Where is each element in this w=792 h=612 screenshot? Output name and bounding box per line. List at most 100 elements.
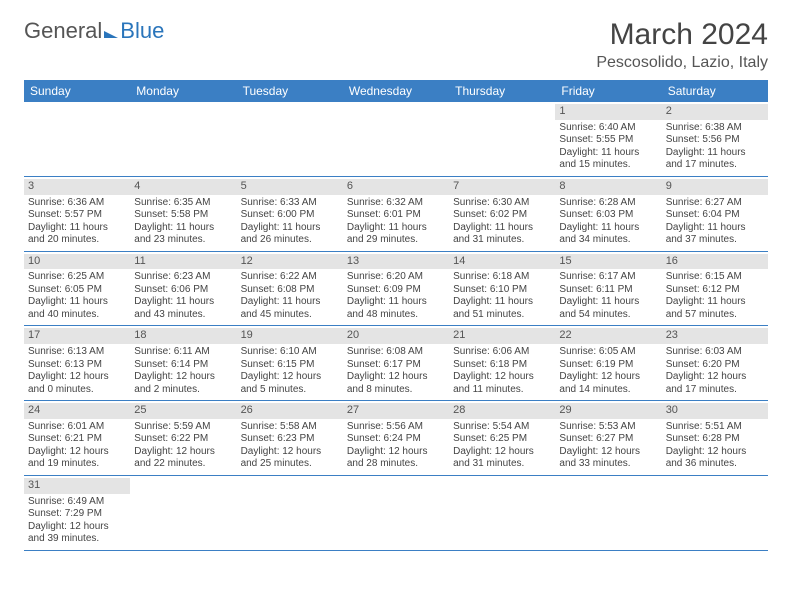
day-cell: 20Sunrise: 6:08 AMSunset: 6:17 PMDayligh… bbox=[343, 326, 449, 401]
empty-cell bbox=[343, 102, 449, 176]
daylight-line-1: Daylight: 11 hours bbox=[666, 222, 764, 235]
daylight-line-2: and 43 minutes. bbox=[134, 309, 232, 322]
daylight-line-2: and 54 minutes. bbox=[559, 309, 657, 322]
daylight-line-2: and 28 minutes. bbox=[347, 458, 445, 471]
empty-cell bbox=[24, 102, 130, 176]
sunrise-line: Sunrise: 6:30 AM bbox=[453, 197, 551, 210]
daylight-line-1: Daylight: 11 hours bbox=[666, 147, 764, 160]
day-number: 29 bbox=[555, 403, 661, 419]
daylight-line-2: and 34 minutes. bbox=[559, 234, 657, 247]
calendar-row: 10Sunrise: 6:25 AMSunset: 6:05 PMDayligh… bbox=[24, 251, 768, 326]
daylight-line-1: Daylight: 11 hours bbox=[134, 222, 232, 235]
sunset-line: Sunset: 6:08 PM bbox=[241, 284, 339, 297]
sunset-line: Sunset: 6:28 PM bbox=[666, 433, 764, 446]
day-cell: 8Sunrise: 6:28 AMSunset: 6:03 PMDaylight… bbox=[555, 176, 661, 251]
day-number: 25 bbox=[130, 403, 236, 419]
sunrise-line: Sunrise: 6:28 AM bbox=[559, 197, 657, 210]
empty-cell bbox=[449, 102, 555, 176]
day-number: 18 bbox=[130, 328, 236, 344]
day-cell: 11Sunrise: 6:23 AMSunset: 6:06 PMDayligh… bbox=[130, 251, 236, 326]
day-number: 16 bbox=[662, 254, 768, 270]
calendar-row: 24Sunrise: 6:01 AMSunset: 6:21 PMDayligh… bbox=[24, 401, 768, 476]
day-number: 5 bbox=[237, 179, 343, 195]
day-number: 19 bbox=[237, 328, 343, 344]
day-cell: 7Sunrise: 6:30 AMSunset: 6:02 PMDaylight… bbox=[449, 176, 555, 251]
empty-cell bbox=[130, 475, 236, 550]
day-number: 24 bbox=[24, 403, 130, 419]
calendar-row: 3Sunrise: 6:36 AMSunset: 5:57 PMDaylight… bbox=[24, 176, 768, 251]
sunrise-line: Sunrise: 6:20 AM bbox=[347, 271, 445, 284]
sunset-line: Sunset: 6:27 PM bbox=[559, 433, 657, 446]
daylight-line-1: Daylight: 11 hours bbox=[241, 296, 339, 309]
weekday-header: Wednesday bbox=[343, 80, 449, 102]
daylight-line-1: Daylight: 11 hours bbox=[666, 296, 764, 309]
day-cell: 12Sunrise: 6:22 AMSunset: 6:08 PMDayligh… bbox=[237, 251, 343, 326]
sunrise-line: Sunrise: 6:01 AM bbox=[28, 421, 126, 434]
daylight-line-2: and 26 minutes. bbox=[241, 234, 339, 247]
sunset-line: Sunset: 6:22 PM bbox=[134, 433, 232, 446]
daylight-line-1: Daylight: 12 hours bbox=[347, 446, 445, 459]
sunset-line: Sunset: 6:03 PM bbox=[559, 209, 657, 222]
day-cell: 28Sunrise: 5:54 AMSunset: 6:25 PMDayligh… bbox=[449, 401, 555, 476]
day-number: 21 bbox=[449, 328, 555, 344]
day-number: 2 bbox=[662, 104, 768, 120]
day-cell: 31Sunrise: 6:49 AMSunset: 7:29 PMDayligh… bbox=[24, 475, 130, 550]
day-cell: 26Sunrise: 5:58 AMSunset: 6:23 PMDayligh… bbox=[237, 401, 343, 476]
logo-text-blue: Blue bbox=[120, 18, 164, 44]
daylight-line-2: and 14 minutes. bbox=[559, 384, 657, 397]
day-cell: 29Sunrise: 5:53 AMSunset: 6:27 PMDayligh… bbox=[555, 401, 661, 476]
sunset-line: Sunset: 6:12 PM bbox=[666, 284, 764, 297]
daylight-line-1: Daylight: 11 hours bbox=[28, 222, 126, 235]
sunset-line: Sunset: 6:23 PM bbox=[241, 433, 339, 446]
daylight-line-1: Daylight: 11 hours bbox=[241, 222, 339, 235]
daylight-line-1: Daylight: 12 hours bbox=[666, 371, 764, 384]
sunset-line: Sunset: 6:02 PM bbox=[453, 209, 551, 222]
day-number: 22 bbox=[555, 328, 661, 344]
day-number: 6 bbox=[343, 179, 449, 195]
daylight-line-1: Daylight: 12 hours bbox=[241, 371, 339, 384]
calendar-body: 1Sunrise: 6:40 AMSunset: 5:55 PMDaylight… bbox=[24, 102, 768, 550]
day-cell: 15Sunrise: 6:17 AMSunset: 6:11 PMDayligh… bbox=[555, 251, 661, 326]
sunrise-line: Sunrise: 6:32 AM bbox=[347, 197, 445, 210]
empty-cell bbox=[130, 102, 236, 176]
title-block: March 2024 Pescosolido, Lazio, Italy bbox=[596, 18, 768, 72]
sunrise-line: Sunrise: 6:49 AM bbox=[28, 496, 126, 509]
sunrise-line: Sunrise: 6:11 AM bbox=[134, 346, 232, 359]
weekday-header-row: Sunday Monday Tuesday Wednesday Thursday… bbox=[24, 80, 768, 102]
day-number: 20 bbox=[343, 328, 449, 344]
calendar-row: 1Sunrise: 6:40 AMSunset: 5:55 PMDaylight… bbox=[24, 102, 768, 176]
daylight-line-2: and 15 minutes. bbox=[559, 159, 657, 172]
location-label: Pescosolido, Lazio, Italy bbox=[596, 54, 768, 72]
daylight-line-2: and 51 minutes. bbox=[453, 309, 551, 322]
empty-cell bbox=[237, 475, 343, 550]
day-cell: 10Sunrise: 6:25 AMSunset: 6:05 PMDayligh… bbox=[24, 251, 130, 326]
day-number: 8 bbox=[555, 179, 661, 195]
sunrise-line: Sunrise: 6:13 AM bbox=[28, 346, 126, 359]
day-cell: 13Sunrise: 6:20 AMSunset: 6:09 PMDayligh… bbox=[343, 251, 449, 326]
day-number: 28 bbox=[449, 403, 555, 419]
day-number: 9 bbox=[662, 179, 768, 195]
sunset-line: Sunset: 5:55 PM bbox=[559, 134, 657, 147]
empty-cell bbox=[449, 475, 555, 550]
daylight-line-2: and 29 minutes. bbox=[347, 234, 445, 247]
daylight-line-2: and 57 minutes. bbox=[666, 309, 764, 322]
sunrise-line: Sunrise: 6:25 AM bbox=[28, 271, 126, 284]
daylight-line-2: and 11 minutes. bbox=[453, 384, 551, 397]
sunset-line: Sunset: 6:15 PM bbox=[241, 359, 339, 372]
daylight-line-1: Daylight: 11 hours bbox=[347, 222, 445, 235]
sunrise-line: Sunrise: 6:10 AM bbox=[241, 346, 339, 359]
sunrise-line: Sunrise: 6:38 AM bbox=[666, 122, 764, 135]
sunset-line: Sunset: 6:13 PM bbox=[28, 359, 126, 372]
day-number: 31 bbox=[24, 478, 130, 494]
daylight-line-1: Daylight: 12 hours bbox=[453, 371, 551, 384]
empty-cell bbox=[343, 475, 449, 550]
daylight-line-1: Daylight: 12 hours bbox=[453, 446, 551, 459]
day-cell: 9Sunrise: 6:27 AMSunset: 6:04 PMDaylight… bbox=[662, 176, 768, 251]
calendar-table: Sunday Monday Tuesday Wednesday Thursday… bbox=[24, 80, 768, 551]
sunset-line: Sunset: 6:05 PM bbox=[28, 284, 126, 297]
sunset-line: Sunset: 6:04 PM bbox=[666, 209, 764, 222]
daylight-line-1: Daylight: 12 hours bbox=[134, 371, 232, 384]
weekday-header: Friday bbox=[555, 80, 661, 102]
day-cell: 3Sunrise: 6:36 AMSunset: 5:57 PMDaylight… bbox=[24, 176, 130, 251]
daylight-line-2: and 23 minutes. bbox=[134, 234, 232, 247]
